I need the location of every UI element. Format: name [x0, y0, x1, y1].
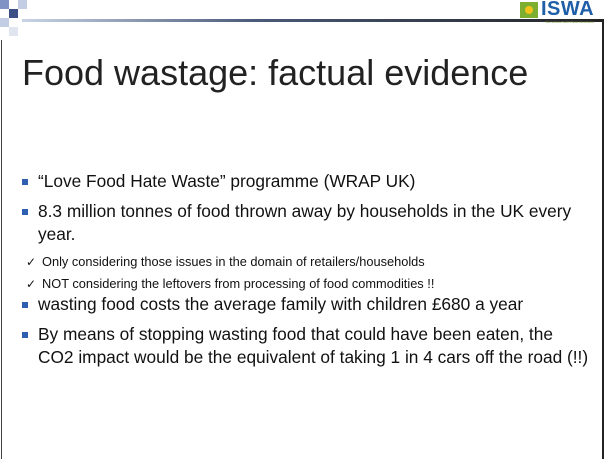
decor-square	[9, 9, 18, 18]
sub-bullet: NOT considering the leftovers from proce…	[26, 275, 462, 293]
decor-square	[0, 0, 9, 9]
logo-tagline: International Solid Waste Association	[545, 20, 595, 24]
top-rule	[22, 19, 603, 22]
bullet: “Love Food Hate Waste” programme (WRAP U…	[22, 170, 592, 193]
logo-text: ISWA	[541, 0, 595, 20]
decor-square	[0, 18, 9, 27]
sub-bullet: Only considering those issues in the dom…	[26, 253, 462, 271]
decor-square	[18, 0, 27, 9]
bullet: By means of stopping wasting food that c…	[22, 323, 592, 369]
left-rule	[1, 40, 2, 459]
logo: ISWA	[520, 0, 594, 19]
logo-icon	[520, 1, 538, 18]
slide-title: Food wastage: factual evidence	[22, 52, 529, 93]
right-rule	[602, 19, 604, 459]
bullet: 8.3 million tonnes of food thrown away b…	[22, 200, 592, 246]
bullet: wasting food costs the average family wi…	[22, 293, 592, 316]
bullet-list: “Love Food Hate Waste” programme (WRAP U…	[22, 170, 592, 376]
decor-square	[9, 27, 18, 36]
